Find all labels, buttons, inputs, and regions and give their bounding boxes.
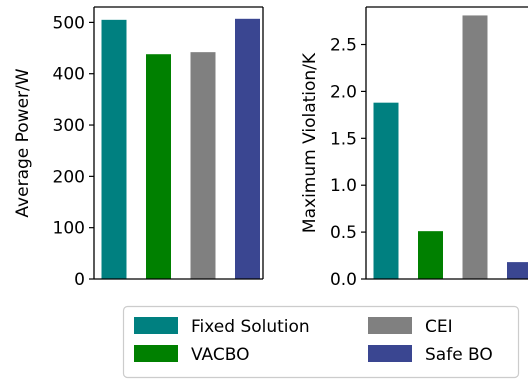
violation-chart: 0.0 0.5 1.0 1.5 2.0 2.5 Maximum Violation/K <box>300 6 528 290</box>
legend-label: CEI <box>425 317 453 337</box>
y-tick-label: 300 <box>53 116 85 136</box>
bar-safe-bo <box>235 18 260 280</box>
legend-swatch <box>134 345 178 362</box>
y-axis-label: Average Power/W <box>13 68 33 217</box>
bar-cei <box>462 15 488 280</box>
bar-safe-bo <box>507 262 528 279</box>
legend-label: Fixed Solution <box>191 317 310 337</box>
bar-vacbo <box>146 54 171 280</box>
legend-swatch <box>368 345 412 362</box>
y-tick-label: 0.5 <box>330 223 357 243</box>
y-tick-label: 0.0 <box>330 270 357 290</box>
bar-cei <box>190 52 216 280</box>
y-tick-label: 2.0 <box>330 82 357 102</box>
power-chart: 0 100 200 300 400 500 Average Power/W <box>13 6 264 290</box>
bar-fixed-solution <box>373 102 399 279</box>
legend: Fixed Solution CEI VACBO Safe BO <box>122 305 520 379</box>
legend-label: Safe BO <box>425 345 493 365</box>
legend-swatch <box>134 317 178 334</box>
legend-swatch <box>368 317 412 334</box>
y-tick-label: 200 <box>53 167 85 187</box>
bar-vacbo <box>418 231 443 279</box>
legend-box <box>122 305 520 379</box>
y-tick-label: 100 <box>53 219 85 239</box>
y-tick-label: 1.5 <box>330 129 357 149</box>
y-tick-label: 400 <box>53 65 85 85</box>
bar-fixed-solution <box>101 19 127 279</box>
y-tick-label: 2.5 <box>330 36 357 56</box>
y-tick-label: 0 <box>74 270 85 290</box>
y-tick-label: 1.0 <box>330 176 357 196</box>
legend-label: VACBO <box>191 345 250 365</box>
y-tick-label: 500 <box>53 13 85 33</box>
y-axis-label: Maximum Violation/K <box>300 52 320 233</box>
